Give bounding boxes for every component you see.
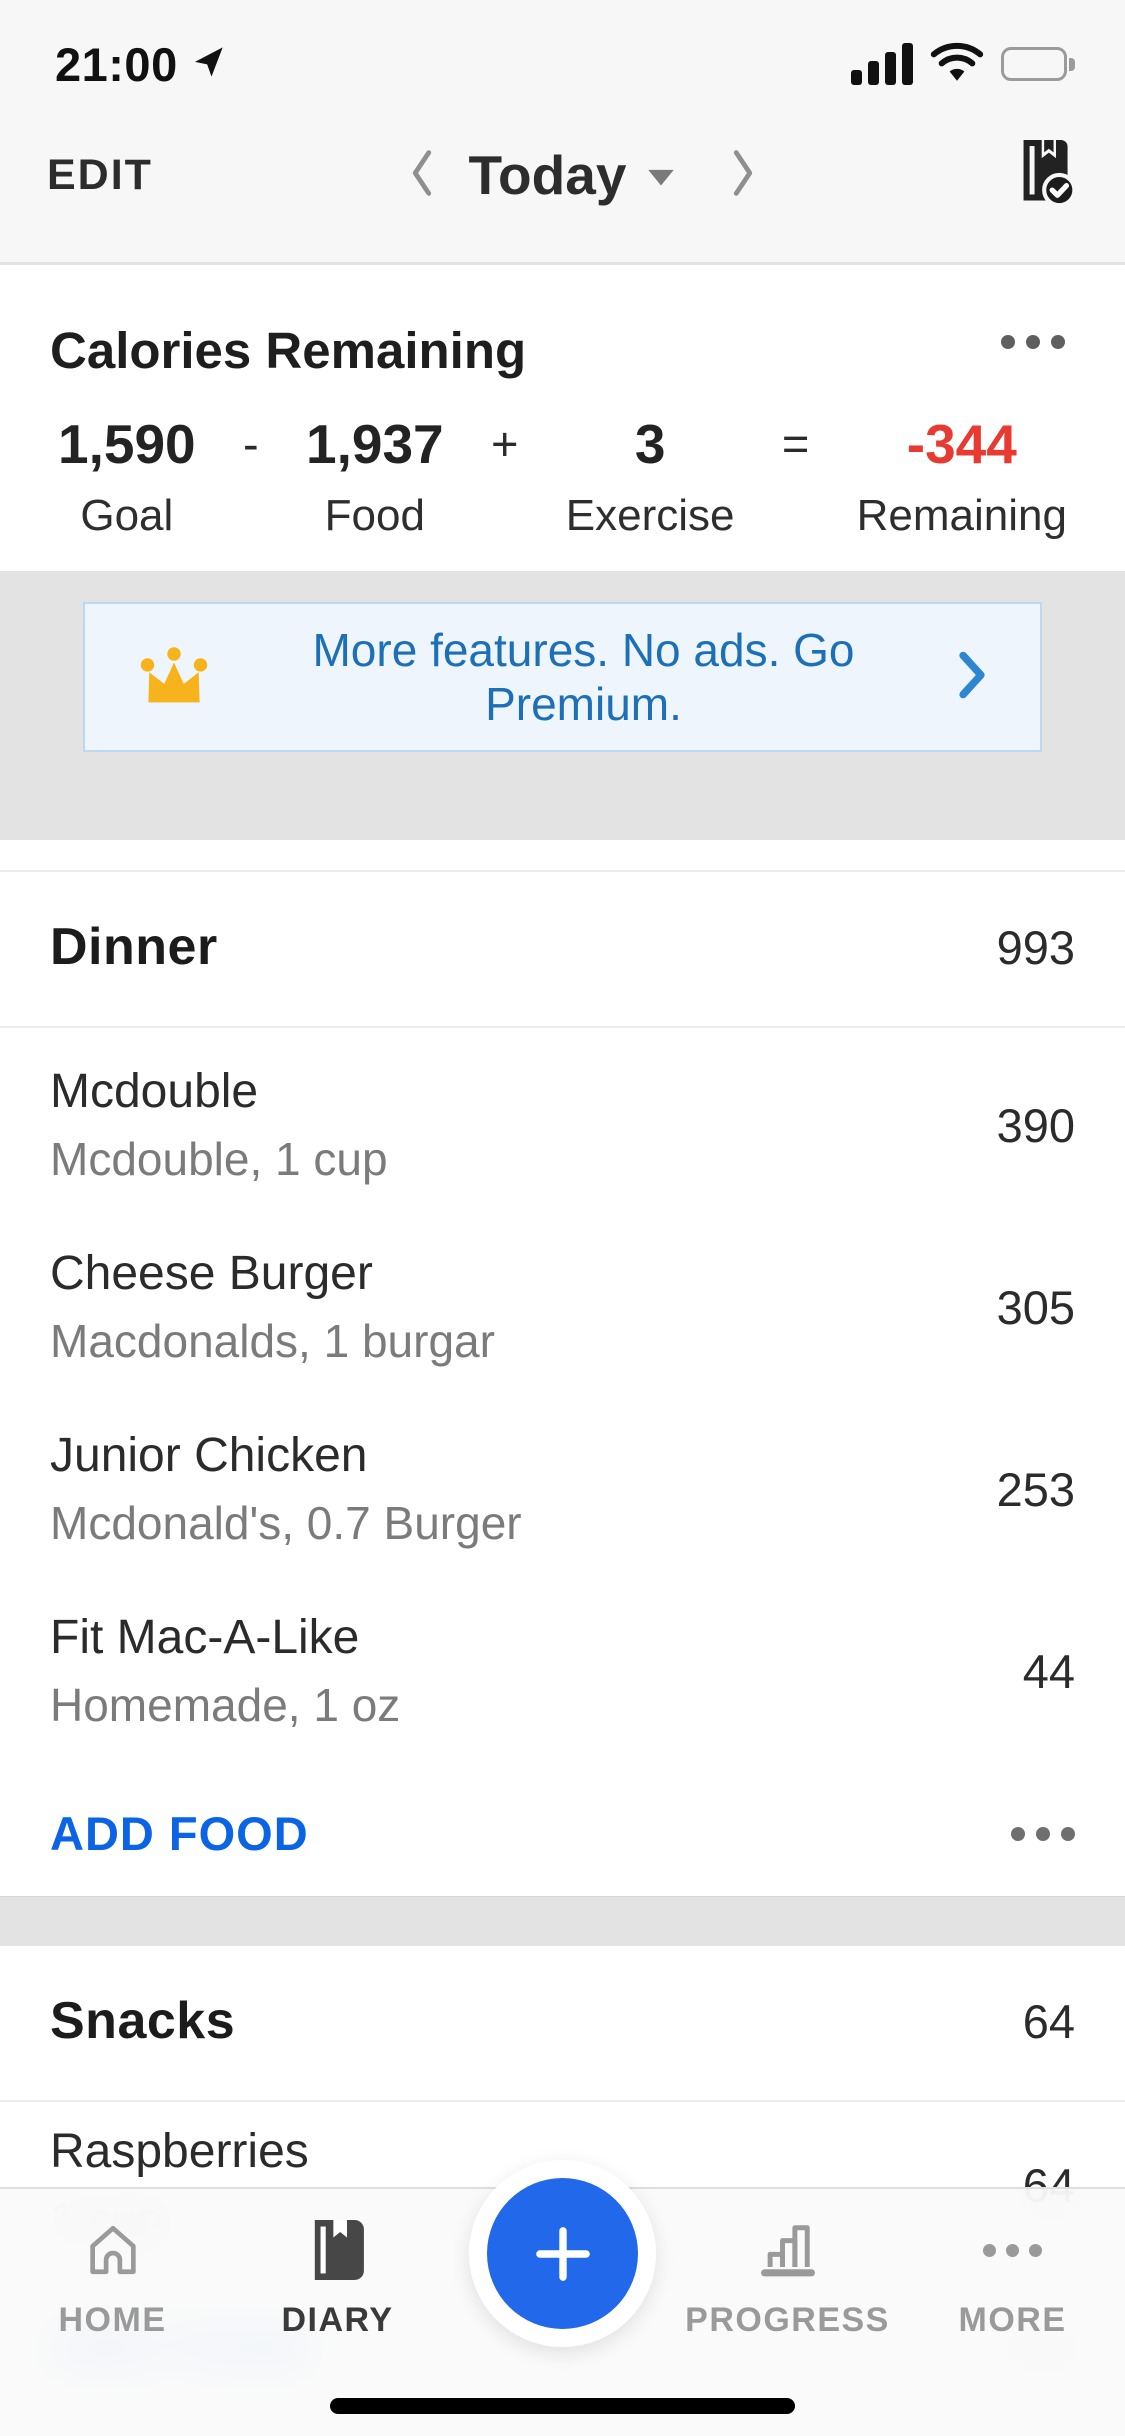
- goal-label: Goal: [80, 491, 174, 540]
- home-indicator[interactable]: [330, 2398, 795, 2414]
- add-entry-fab[interactable]: [469, 2160, 656, 2347]
- food-title: Cheese Burger: [50, 1247, 373, 1300]
- premium-banner[interactable]: More features. No ads. Go Premium.: [83, 602, 1042, 752]
- exercise-value: 3: [634, 413, 666, 475]
- section-divider: [0, 840, 1125, 872]
- food-subtitle: Mcdonald's, 0.7 Burger: [50, 1497, 522, 1549]
- food-entry[interactable]: Mcdouble Mcdouble, 1 cup 390: [0, 1028, 1125, 1210]
- tab-diary[interactable]: DIARY: [225, 2189, 450, 2436]
- calories-equation: 1,590 Goal - 1,937 Food + 3 Exercise = -…: [50, 413, 1075, 541]
- food-subtitle: Homemade, 1 oz: [50, 1679, 401, 1731]
- remaining-value: -344: [906, 413, 1017, 475]
- wifi-icon: [929, 40, 985, 89]
- exercise-column: 3 Exercise: [566, 413, 735, 541]
- food-subtitle: Mcdouble, 1 cup: [50, 1133, 388, 1185]
- meal-name: Snacks: [50, 1992, 236, 2050]
- food-calories: 44: [1022, 1644, 1075, 1698]
- tab-more-label: MORE: [958, 2301, 1067, 2339]
- food-entry[interactable]: Junior Chicken Mcdonald's, 0.7 Burger 25…: [0, 1392, 1125, 1574]
- tab-more[interactable]: MORE: [900, 2189, 1125, 2436]
- food-value: 1,937: [305, 413, 444, 475]
- food-subtitle: Macdonalds, 1 burgar: [50, 1315, 495, 1367]
- tab-progress[interactable]: PROGRESS: [675, 2189, 900, 2436]
- bar-chart-icon: [754, 2215, 822, 2285]
- meal-total-calories: 993: [996, 921, 1075, 974]
- tab-progress-label: PROGRESS: [685, 2301, 890, 2339]
- food-calories: 305: [996, 1280, 1075, 1334]
- diary-complete-button[interactable]: [1012, 137, 1078, 214]
- chevron-right-icon: [956, 648, 988, 707]
- food-title: Mcdouble: [50, 1065, 259, 1118]
- date-navigator: Today: [405, 143, 761, 207]
- premium-banner-text: More features. No ads. Go Premium.: [312, 624, 855, 730]
- food-entry[interactable]: Cheese Burger Macdonalds, 1 burgar 305: [0, 1210, 1125, 1392]
- minus-operator: -: [242, 417, 259, 470]
- food-calories: 390: [996, 1098, 1075, 1152]
- battery-icon: [1001, 47, 1075, 81]
- premium-banner-zone: More features. No ads. Go Premium.: [0, 571, 1125, 840]
- food-label: Food: [324, 491, 425, 540]
- meal-name: Dinner: [50, 918, 218, 976]
- tab-home-label: HOME: [58, 2301, 167, 2339]
- status-bar: 21:00: [0, 0, 1125, 98]
- food-entry[interactable]: Fit Mac-A-Like Homemade, 1 oz 44: [0, 1574, 1125, 1756]
- food-title: Junior Chicken: [50, 1429, 368, 1482]
- plus-icon: [487, 2178, 638, 2329]
- tab-diary-label: DIARY: [281, 2301, 394, 2339]
- calories-menu-button[interactable]: [1001, 321, 1075, 349]
- calories-remaining-card: Calories Remaining 1,590 Goal - 1,937 Fo…: [0, 265, 1125, 571]
- diary-book-icon: [308, 2215, 368, 2285]
- top-header: 21:00 EDIT Today: [0, 0, 1125, 265]
- meal-menu-button[interactable]: [1011, 1827, 1075, 1841]
- home-icon: [80, 2215, 146, 2285]
- food-calories: 253: [996, 1462, 1075, 1516]
- food-column: 1,937 Food: [306, 413, 444, 541]
- diary-nav-bar: EDIT Today: [0, 98, 1125, 262]
- edit-button[interactable]: EDIT: [47, 150, 153, 199]
- food-title: Fit Mac-A-Like: [50, 1611, 360, 1664]
- remaining-label: Remaining: [856, 491, 1067, 540]
- meal-total-calories: 64: [1022, 1995, 1075, 2048]
- section-divider: [0, 1896, 1125, 1946]
- caret-down-icon: [644, 163, 678, 196]
- meal-header: Snacks 64: [0, 1946, 1125, 2102]
- tab-home[interactable]: HOME: [0, 2189, 225, 2436]
- meal-section-dinner: Dinner 993 Mcdouble Mcdouble, 1 cup 390 …: [0, 872, 1125, 1896]
- more-dots-icon: [983, 2215, 1042, 2285]
- calories-title: Calories Remaining: [50, 322, 527, 379]
- next-day-button[interactable]: [726, 145, 760, 206]
- remaining-column: -344 Remaining: [857, 413, 1067, 541]
- location-arrow-icon: [188, 42, 228, 87]
- plus-operator: +: [490, 417, 519, 470]
- meal-header: Dinner 993: [0, 872, 1125, 1028]
- equals-operator: =: [781, 417, 810, 470]
- prev-day-button[interactable]: [405, 145, 439, 206]
- cellular-signal-icon: [851, 43, 913, 85]
- goal-column: 1,590 Goal: [58, 413, 196, 541]
- exercise-label: Exercise: [565, 491, 735, 540]
- food-title: Raspberries: [50, 2125, 309, 2178]
- date-selector[interactable]: Today: [468, 144, 627, 206]
- status-time: 21:00: [55, 37, 178, 91]
- crown-icon: [137, 643, 211, 712]
- add-food-button[interactable]: ADD FOOD: [50, 1807, 309, 1860]
- goal-value: 1,590: [58, 413, 196, 475]
